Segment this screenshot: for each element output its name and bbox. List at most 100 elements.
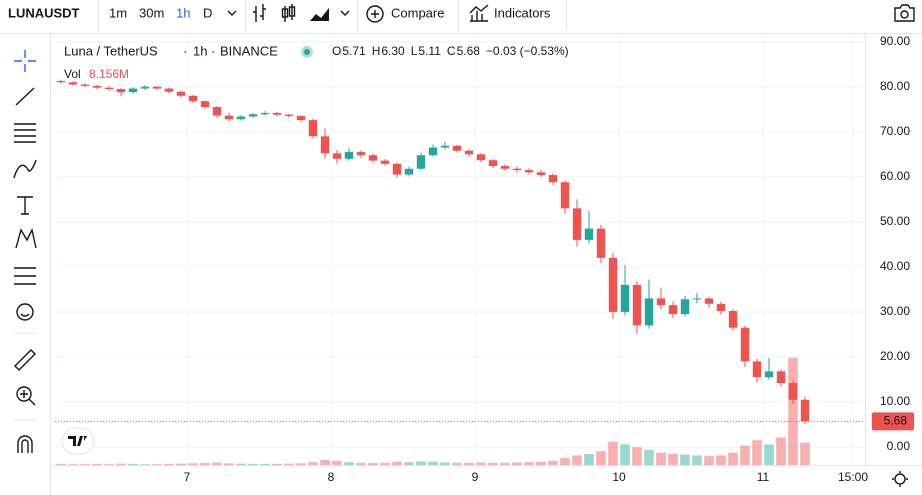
volume-bar: [680, 454, 690, 465]
indicators-icon[interactable]: [469, 4, 489, 22]
volume-bar: [56, 463, 66, 465]
volume-bar: [428, 461, 438, 465]
volume-bar: [728, 452, 738, 465]
chart-exchange: BINANCE: [220, 43, 278, 58]
area-style-icon[interactable]: [310, 8, 329, 21]
volume-bar: [368, 463, 378, 465]
bar-style-icon[interactable]: [253, 4, 266, 22]
volume-bar: [308, 462, 318, 465]
chevron[interactable]: [340, 10, 350, 16]
y-tick-label: 0.00: [887, 439, 911, 453]
fib-tool[interactable]: [14, 123, 36, 143]
volume-bar: [284, 463, 294, 465]
legend-key: C: [447, 44, 456, 58]
trendline-tool[interactable]: [15, 87, 35, 106]
symbol[interactable]: LUNAUSDT: [8, 5, 80, 20]
candle-body: [704, 298, 714, 304]
candle-body: [440, 145, 450, 148]
pattern-tool[interactable]: [15, 227, 37, 249]
legend-value: 5.68: [457, 44, 481, 58]
volume-bar: [320, 460, 330, 465]
volume-bar: [512, 462, 522, 465]
candle-body: [596, 228, 606, 258]
volume-bar: [692, 455, 702, 465]
chart-interval: 1h: [193, 43, 207, 58]
candle-body: [728, 311, 738, 328]
volume-bar: [380, 462, 390, 465]
volume-bar: [416, 461, 426, 465]
x-tick-label: 10: [612, 470, 626, 484]
candle-body: [716, 303, 726, 312]
candle-body: [788, 383, 798, 400]
compare-icon[interactable]: [366, 5, 384, 23]
candle-body: [584, 228, 594, 240]
interval[interactable]: 1m: [109, 5, 127, 20]
candle-body: [572, 208, 582, 240]
last-price-label: 5.68: [884, 414, 908, 428]
candle-body: [644, 298, 654, 326]
camera-lens: [900, 10, 909, 19]
volume-bar: [548, 460, 558, 465]
volume-bar: [404, 462, 414, 465]
emoji-tool[interactable]: [16, 303, 34, 321]
volume-bar: [236, 463, 246, 465]
volume-bar: [704, 456, 714, 465]
volume-bar: [440, 462, 450, 465]
ruler-tool[interactable]: [14, 349, 36, 371]
volume-bar: [212, 462, 222, 465]
last-price-box: [872, 412, 914, 431]
volume-bar: [668, 454, 678, 465]
interval-active[interactable]: 1h: [176, 5, 190, 20]
screenshot-icon[interactable]: [894, 4, 915, 22]
candle-body: [800, 399, 810, 422]
candle-body: [668, 305, 678, 315]
volume-value: 8.156M: [89, 67, 129, 81]
candle-body: [428, 147, 438, 156]
crosshair-tool[interactable]: [14, 50, 36, 72]
candle-body: [176, 91, 186, 96]
separator-dot: ·: [211, 43, 215, 58]
x-tick-label: 9: [472, 470, 479, 484]
interval[interactable]: 30m: [139, 5, 164, 20]
volume-bar: [188, 463, 198, 465]
legend-change: −0.03 (−0.53%): [486, 44, 569, 58]
volume-bar: [764, 444, 774, 465]
logo[interactable]: [61, 427, 95, 455]
text-tool[interactable]: [17, 196, 33, 215]
volume-bar: [176, 463, 186, 465]
volume-bar: [344, 462, 354, 465]
volume-bar: [68, 464, 78, 465]
volume-bar: [104, 464, 114, 465]
settings-icon[interactable]: [894, 473, 906, 485]
volume-bar: [464, 462, 474, 465]
chevron[interactable]: [227, 10, 237, 16]
prediction-tool[interactable]: [14, 267, 36, 285]
indicators-button[interactable]: Indicators: [494, 5, 551, 20]
candle-body: [476, 154, 486, 161]
zoom-tool[interactable]: [16, 386, 32, 402]
brush-tool[interactable]: [13, 159, 37, 179]
volume-bar: [116, 463, 126, 465]
compare-button[interactable]: Compare: [391, 5, 444, 20]
candle-body: [332, 153, 342, 159]
magnet-tool[interactable]: [17, 435, 33, 453]
candle-body: [488, 160, 498, 167]
grid: [55, 35, 865, 465]
zoom-glass: [20, 390, 36, 406]
volume-layer: [56, 357, 810, 465]
legend-key: L: [411, 44, 418, 58]
candle-body: [404, 168, 414, 175]
volume-bar: [488, 462, 498, 465]
legend-value: 6.30: [381, 44, 405, 58]
volume-bar: [332, 460, 342, 465]
volume-bar: [392, 461, 402, 465]
candle-body: [128, 88, 138, 93]
candle-body: [776, 371, 786, 384]
y-tick-label: 90.00: [880, 34, 910, 48]
y-tick-label: 30.00: [880, 304, 910, 318]
candle-body: [752, 361, 762, 378]
legend-value: 5.71: [342, 44, 366, 58]
candle-body: [536, 172, 546, 176]
interval[interactable]: D: [203, 5, 212, 20]
volume-label: Vol: [64, 67, 81, 81]
